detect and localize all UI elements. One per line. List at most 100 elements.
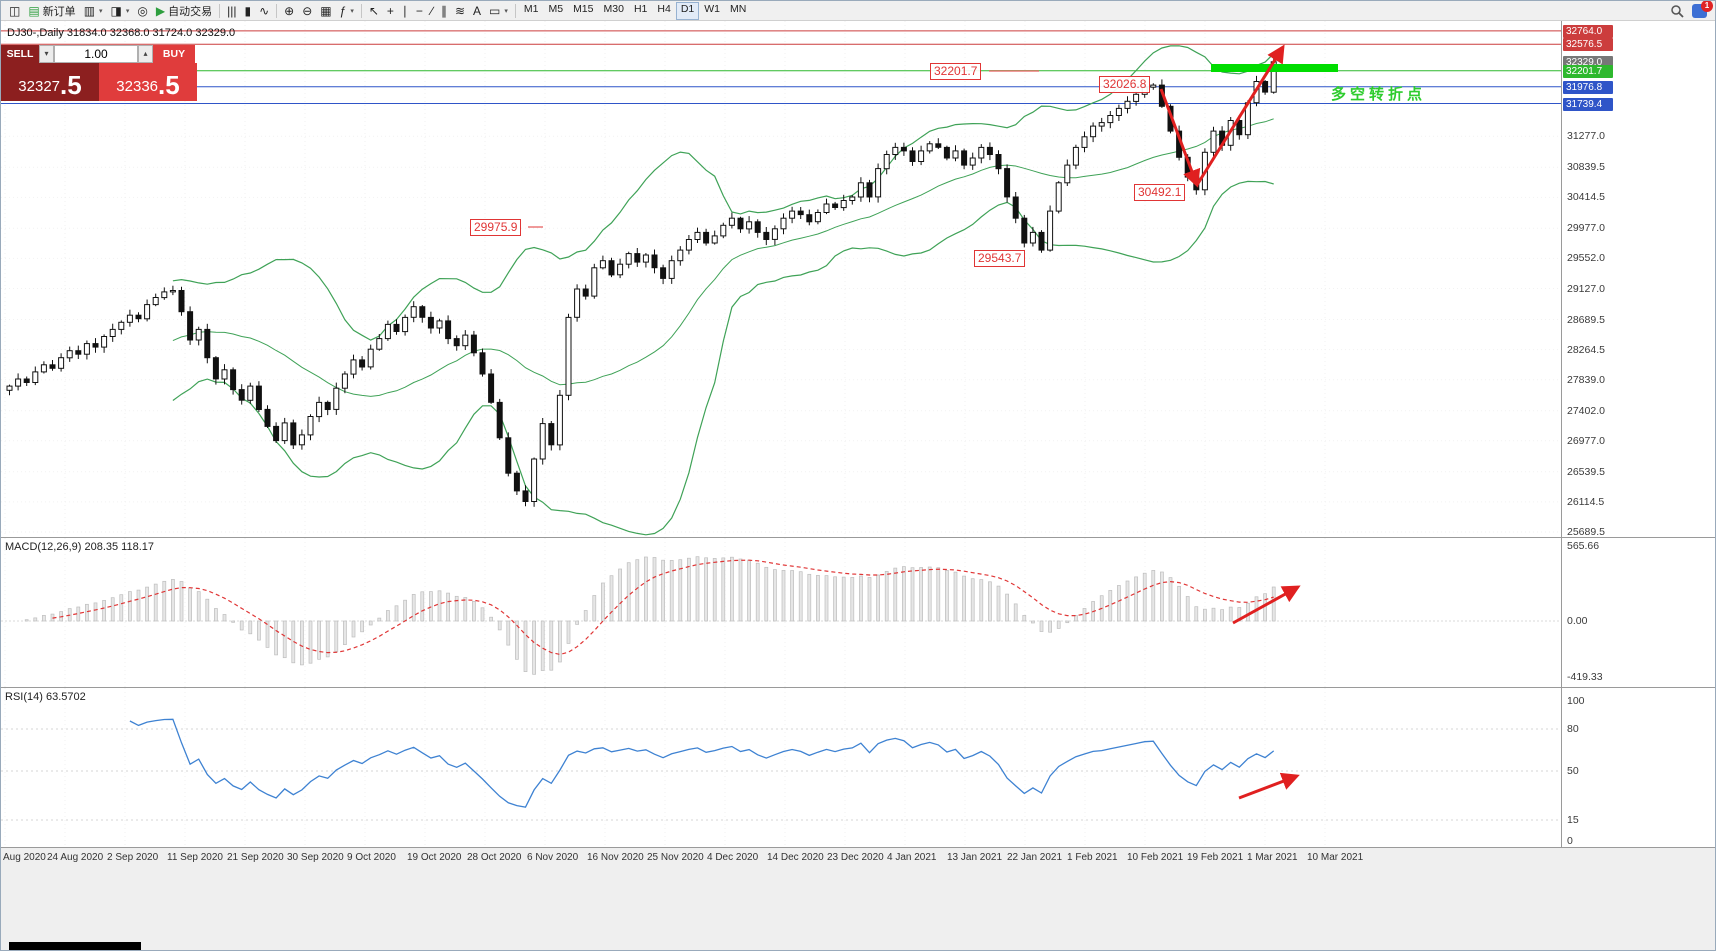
timeframe-h4-button[interactable]: H4 [657,2,671,15]
macd-histogram-bar [824,575,829,622]
timeframe-m15-button[interactable]: M15 [573,2,594,15]
shapes-icon: ▭ [489,3,501,18]
macd-histogram-bar [583,610,588,622]
candlestick-chart-icon[interactable]: ▮ [240,1,255,21]
price-axis-label: -419.33 [1567,671,1603,683]
rsi-indicator-chart[interactable] [1,688,1561,847]
price-axis-label: 29127.0 [1567,282,1605,295]
turning-point-note[interactable]: 多空转折点 [1331,86,1427,103]
candlestick [32,371,39,383]
macd-histogram-bar [231,620,235,623]
candlestick [1047,210,1054,251]
candlestick-chart[interactable] [1,21,1561,537]
candlestick [720,224,727,237]
volume-decrease-button[interactable]: ▾ [39,45,54,63]
chart-windows-icon[interactable]: ◫ [5,1,24,21]
notifications-icon[interactable]: 1 [1692,1,1713,18]
macd-histogram-bar [850,577,855,622]
candlestick [152,297,159,306]
horizontal-line-icon[interactable]: − [412,1,427,21]
macd-histogram-bar [411,594,416,622]
tile-grid-icon[interactable]: ▦ [316,1,335,21]
bollinger-lower-band [172,180,1274,536]
timeframe-w1-button[interactable]: W1 [704,2,720,15]
candlestick [109,328,116,337]
macd-histogram-bar [282,620,287,659]
price-tag: 32201.7 [1563,64,1613,78]
vertical-line-icon[interactable]: ∣ [398,1,412,21]
macd-histogram-bar [248,620,253,635]
candlestick [857,182,864,198]
algo-trading-button[interactable]: ▶ 自动交易 [152,1,216,21]
price-annotation[interactable]: 30492.1 [1134,184,1186,201]
zoom-out-icon[interactable]: ⊖ [298,1,316,21]
profiles-icon[interactable]: ◨ ▾ [107,1,134,21]
macd-histogram-bar [532,620,536,675]
channel-icon: ∥ [440,3,447,18]
trendline-icon[interactable]: ∕ [427,1,437,21]
price-annotation[interactable]: 32026.8 [1099,76,1151,93]
candlestick [1184,156,1191,178]
bar-chart-icon[interactable]: ||| [223,1,240,21]
zoom-in-icon[interactable]: ⊕ [280,1,298,21]
panel-separator[interactable] [1,537,1715,538]
timeframe-m30-button[interactable]: M30 [603,2,624,15]
price-annotation[interactable]: 29975.9 [470,219,522,236]
candlestick [58,357,65,369]
price-annotation[interactable]: 29543.7 [974,250,1026,267]
chevron-down-icon[interactable]: ▾ [350,7,354,15]
macd-panel[interactable] [1,538,1561,687]
candlestick [488,373,495,403]
chevron-down-icon[interactable]: ▾ [504,7,508,15]
candlestick [178,290,185,313]
broadcast-icon[interactable]: ◎ [133,1,151,21]
timeframe-d1-button[interactable]: D1 [675,1,700,20]
buy-price[interactable]: 32336.5 [99,63,197,101]
line-chart-icon[interactable]: ∿ [255,1,273,21]
candlestick [290,422,297,446]
candlestick [367,348,374,368]
candlestick [462,334,469,347]
open-chart-icon[interactable]: ▥ ▾ [80,1,107,21]
chevron-down-icon[interactable]: ▾ [99,7,103,15]
macd-histogram-bar [833,576,837,622]
volume-increase-button[interactable]: ▴ [138,45,153,63]
timeframe-mn-button[interactable]: MN [730,2,747,15]
panel-separator[interactable] [1,687,1715,688]
price-annotation[interactable]: 32201.7 [930,63,982,80]
macd-histogram-bar [515,620,519,660]
date-axis-label: 11 Sep 2020 [167,852,223,863]
macd-histogram-bar [1074,615,1078,622]
macd-histogram-bar [970,578,975,622]
price-axis[interactable]: 31277.0 30839.5 30414.5 29977.0 29552.0 29127… [1561,21,1715,848]
date-axis-label: 1 Mar 2021 [1247,852,1298,863]
new-order-button[interactable]: ▤ 新订单 [24,1,79,21]
sell-button[interactable]: SELL [1,45,39,63]
chevron-down-icon[interactable]: ▾ [125,7,130,15]
timeframe-m5-button[interactable]: M5 [548,2,564,15]
macd-indicator-chart[interactable] [1,538,1561,687]
channel-icon[interactable]: ∥ [437,1,451,21]
indicators-icon[interactable]: ƒ ▾ [336,1,358,21]
buy-button[interactable]: BUY [153,45,195,63]
date-axis[interactable]: Aug 2020 24 Aug 2020 2 Sep 2020 11 Sep 2020… [1,848,1715,868]
timeframe-m1-button[interactable]: M1 [523,2,539,15]
candlestick [531,458,538,502]
shapes-icon[interactable]: ▭ ▾ [485,1,512,21]
timeframe-h1-button[interactable]: H1 [633,2,648,15]
text-icon[interactable]: A [469,1,485,21]
candlestick [548,423,555,446]
indicators-icon: ƒ [339,3,347,18]
crosshair-icon[interactable]: + [383,1,398,21]
fibonacci-icon[interactable]: ≋ [451,1,469,21]
sell-price[interactable]: 32327.5 [1,63,99,101]
macd-histogram-bar [919,567,923,622]
volume-input[interactable] [54,45,138,63]
macd-histogram-bar [927,566,932,622]
cursor-icon[interactable]: ↖ [365,1,383,21]
candlestick [806,214,813,223]
macd-histogram-bar [1005,593,1009,622]
search-icon[interactable] [1670,4,1684,18]
notification-badge: 1 [1701,1,1713,12]
macd-histogram-bar [652,557,657,622]
